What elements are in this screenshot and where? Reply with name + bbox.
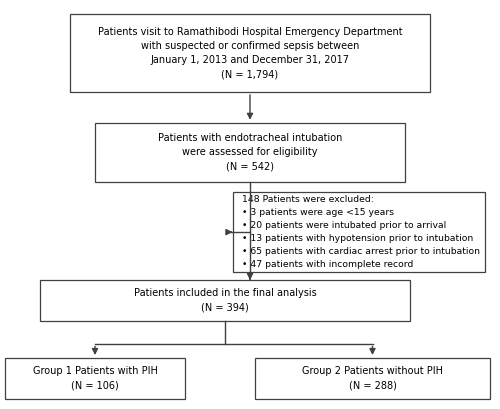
Text: Group 1 Patients with PIH
(N = 106): Group 1 Patients with PIH (N = 106) [32, 366, 158, 391]
FancyBboxPatch shape [255, 358, 490, 399]
FancyBboxPatch shape [95, 123, 405, 182]
Text: Group 2 Patients without PIH
(N = 288): Group 2 Patients without PIH (N = 288) [302, 366, 443, 391]
Text: Patients visit to Ramathibodi Hospital Emergency Department
with suspected or co: Patients visit to Ramathibodi Hospital E… [98, 27, 403, 80]
FancyBboxPatch shape [70, 14, 430, 92]
Text: Patients included in the final analysis
(N = 394): Patients included in the final analysis … [134, 288, 316, 313]
Text: Patients with endotracheal intubation
were assessed for eligibility
(N = 542): Patients with endotracheal intubation we… [158, 133, 342, 172]
Text: 148 Patients were excluded:
• 3 patients were age <15 years
• 20 patients were i: 148 Patients were excluded: • 3 patients… [242, 196, 480, 269]
FancyBboxPatch shape [232, 192, 485, 272]
FancyBboxPatch shape [40, 280, 410, 321]
FancyBboxPatch shape [5, 358, 185, 399]
